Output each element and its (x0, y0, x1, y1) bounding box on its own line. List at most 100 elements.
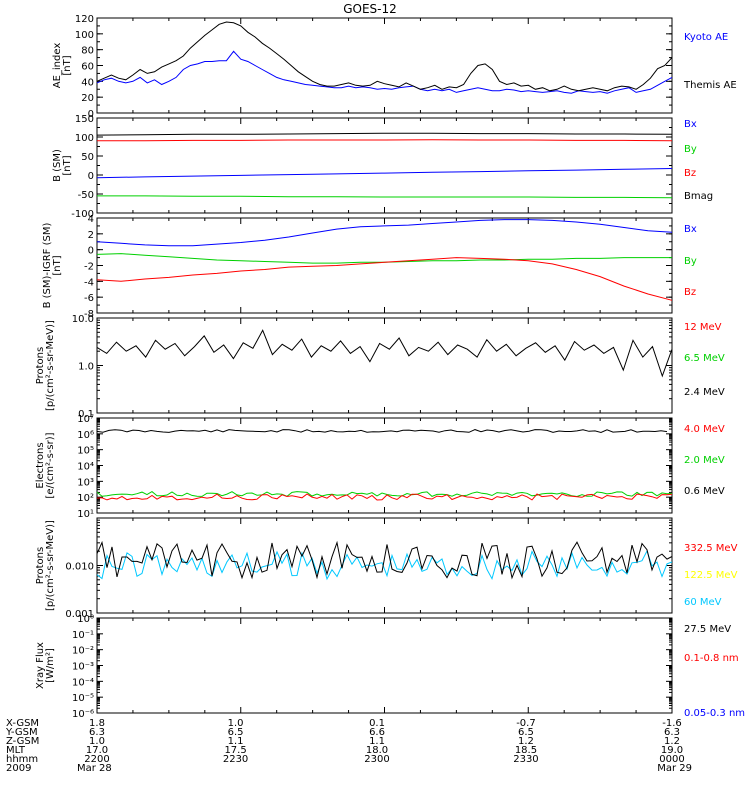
y-axis-label: B (SM) (52, 149, 63, 182)
y-tick-label: 80 (81, 46, 94, 57)
y-tick-label: 10³ (77, 477, 94, 488)
y-tick-label: 0 (88, 246, 94, 257)
x-axis-value: 0000 (659, 754, 684, 765)
y-axis-label: [p/(cm²-s-sr-MeV)] (45, 320, 56, 411)
y-tick-label: 0.010 (65, 562, 94, 573)
x-axis-value: -0.7 (516, 718, 536, 729)
panel-frame (96, 217, 673, 314)
y-axis-label: Xray Flux (35, 642, 46, 689)
legend-entry: Bx (684, 224, 697, 235)
legend-entry: Bmag (684, 191, 713, 202)
y-tick-label: 40 (81, 77, 94, 88)
y-tick-label: 60 (81, 62, 94, 73)
x-axis-value: 1.1 (228, 736, 244, 747)
x-axis-row-label: 2009 (6, 763, 31, 774)
y-axis-label: B (SM)-IGRF (SM) (42, 223, 53, 309)
y-tick-label: 10⁻¹ (72, 630, 94, 641)
x-axis-value: Mar 29 (657, 763, 692, 774)
legend-entry: 4.0 MeV (684, 424, 725, 435)
x-axis-value: 17.0 (86, 745, 108, 756)
legend-entry: Bx (684, 119, 697, 130)
y-axis-label: [nT] (62, 155, 73, 175)
y-tick-label: -8 (84, 309, 94, 320)
x-axis-value: 6.6 (369, 727, 385, 738)
y-axis-label: [e/(cm²-s-sr)] (45, 432, 56, 498)
series-line (96, 253, 672, 264)
x-axis-value: 6.3 (664, 727, 680, 738)
panel-frame (96, 117, 673, 214)
legend-entry: Kyoto AE (684, 32, 728, 43)
x-axis-value: 18.0 (366, 745, 388, 756)
x-axis-value: 1.2 (664, 736, 680, 747)
y-axis-label: Electrons (35, 442, 46, 488)
y-tick-label: 50 (81, 152, 94, 163)
y-tick-label: -2 (84, 262, 94, 273)
legend-entry: 0.6 MeV (684, 486, 725, 497)
y-axis-label: [nT] (62, 55, 73, 75)
x-axis-value: 18.5 (515, 745, 537, 756)
legend-entry: 27.5 MeV (684, 624, 731, 635)
y-tick-label: 1.0 (78, 362, 94, 373)
x-axis-value: -1.6 (662, 718, 682, 729)
series-line (96, 257, 673, 301)
y-axis-label: AE_index (52, 43, 63, 89)
x-axis-row-label: Z-GSM (6, 736, 39, 747)
y-tick-label: 10² (77, 493, 94, 504)
y-tick-label: 10⁻³ (72, 662, 94, 673)
x-axis-value: 1.0 (89, 736, 105, 747)
x-axis-value: 17.5 (224, 745, 246, 756)
y-tick-label: 0 (88, 109, 94, 120)
panel-frame (96, 17, 673, 114)
y-axis-label: [p/(cm²-s-sr-MeV)] (45, 520, 56, 611)
x-axis-value: 1.0 (228, 718, 244, 729)
series-line (97, 139, 673, 142)
series-line (96, 132, 673, 136)
y-tick-label: 0.1 (78, 409, 94, 420)
y-tick-label: 10⁻⁶ (72, 709, 94, 720)
y-tick-label: 20 (81, 93, 94, 104)
y-tick-label: 10⁰ (77, 614, 94, 625)
x-axis-value: 19.0 (661, 745, 683, 756)
y-tick-label: -50 (78, 190, 94, 201)
legend-entry: Themis AE (683, 80, 737, 91)
y-tick-label: 10.0 (72, 314, 94, 325)
x-axis-value: 1.1 (369, 736, 385, 747)
legend-entry: 0.05-0.3 nm (684, 708, 745, 719)
y-tick-label: 150 (75, 114, 94, 125)
legend-entry: 6.5 MeV (684, 353, 725, 364)
series-line (96, 540, 673, 580)
y-tick-label: 0.001 (65, 609, 94, 620)
y-tick-label: -4 (84, 277, 94, 288)
x-axis-row-label: hhmm (6, 754, 38, 765)
y-tick-label: -6 (84, 293, 94, 304)
x-axis-value: 2330 (513, 754, 538, 765)
legend-entry: By (684, 144, 697, 155)
x-axis-value: 0.1 (369, 718, 385, 729)
y-tick-label: 10⁶ (77, 430, 94, 441)
legend-entry: 122.5 MeV (684, 570, 738, 581)
series-line (96, 493, 673, 501)
y-tick-label: 4 (88, 214, 94, 225)
legend-entry: Bz (684, 168, 696, 179)
legend-entry: 12 MeV (684, 322, 722, 333)
y-tick-label: 10⁷ (77, 414, 94, 425)
panel-frame (96, 517, 673, 614)
y-tick-label: 2 (88, 230, 94, 241)
chart-title: GOES-12 (343, 2, 397, 16)
y-tick-label: 10⁻⁴ (72, 677, 94, 688)
legend-entry: 2.4 MeV (684, 387, 725, 398)
y-tick-label: 10⁻² (72, 646, 94, 657)
y-axis-label: Protons (35, 547, 46, 584)
series-line (97, 195, 673, 199)
x-axis-value: 1.2 (518, 736, 534, 747)
series-line (96, 329, 673, 378)
legend-entry: 2.0 MeV (684, 455, 725, 466)
legend-entry: 332.5 MeV (684, 543, 738, 554)
y-tick-label: -100 (71, 209, 94, 220)
y-tick-label: 120 (75, 14, 94, 25)
y-tick-label: 10⁻⁵ (72, 693, 94, 704)
series-line (96, 50, 673, 94)
series-line (96, 429, 668, 434)
panel-frame (96, 617, 673, 714)
